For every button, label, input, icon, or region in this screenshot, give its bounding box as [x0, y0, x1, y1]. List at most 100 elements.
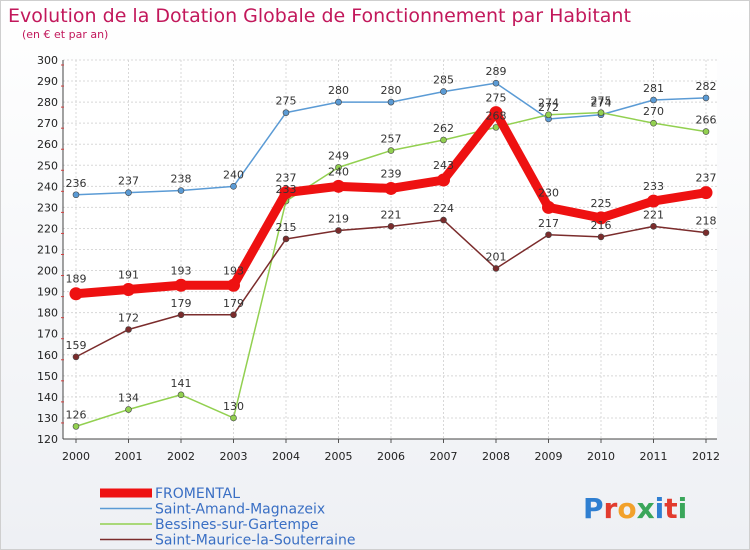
data-label-saint-amand-magnazeix: 274: [591, 97, 612, 110]
x-tick-label: 2008: [482, 450, 510, 463]
data-point-fromental: [332, 179, 345, 193]
data-label-saint-maurice-la-souterraine: 224: [433, 202, 454, 215]
legend-label: Bessines-sur-Gartempe: [155, 517, 319, 533]
data-point-bessines-sur-gartempe: [125, 406, 132, 413]
logo-letter: i: [678, 492, 688, 525]
data-point-saint-maurice-la-souterraine: [177, 311, 185, 319]
data-label-fromental: 240: [328, 165, 349, 178]
data-label-saint-amand-magnazeix: 272: [538, 101, 559, 114]
data-point-fromental: [69, 287, 83, 301]
data-point-saint-amand-magnazeix: [125, 189, 132, 196]
data-label-bessines-sur-gartempe: 270: [643, 105, 664, 118]
data-label-saint-maurice-la-souterraine: 159: [66, 339, 87, 352]
logo-letter: t: [664, 492, 677, 525]
data-point-saint-amand-magnazeix: [702, 94, 710, 102]
data-label-saint-maurice-la-souterraine: 217: [538, 217, 559, 230]
data-point-fromental: [647, 194, 660, 208]
data-point-saint-amand-magnazeix: [387, 98, 395, 106]
logo-letter: r: [604, 492, 618, 525]
data-label-saint-maurice-la-souterraine: 201: [486, 250, 507, 263]
data-point-saint-maurice-la-souterraine: [650, 223, 657, 230]
data-label-saint-amand-magnazeix: 289: [486, 65, 507, 78]
data-point-saint-amand-magnazeix: [335, 98, 342, 106]
data-point-saint-amand-magnazeix: [72, 191, 80, 199]
data-point-saint-maurice-la-souterraine: [72, 353, 80, 361]
data-point-bessines-sur-gartempe: [230, 414, 237, 422]
y-tick-label: 190: [37, 286, 58, 299]
data-point-bessines-sur-gartempe: [702, 128, 710, 135]
data-label-bessines-sur-gartempe: 262: [433, 122, 454, 135]
y-tick-label: 200: [37, 265, 58, 278]
data-point-fromental: [594, 211, 608, 225]
data-label-fromental: 243: [433, 159, 454, 172]
y-tick-label: 220: [37, 222, 58, 235]
data-point-fromental: [279, 186, 293, 200]
data-point-bessines-sur-gartempe: [492, 124, 500, 131]
x-tick-label: 2011: [640, 450, 668, 463]
x-tick-label: 2012: [692, 450, 720, 463]
y-tick-label: 270: [37, 117, 58, 130]
data-label-bessines-sur-gartempe: 130: [223, 400, 244, 413]
x-tick-label: 2010: [587, 450, 615, 463]
chart-subtitle: (en € et par an): [22, 28, 108, 41]
y-tick-label: 140: [37, 391, 58, 404]
data-point-saint-maurice-la-souterraine: [492, 265, 500, 272]
grid: [63, 59, 717, 440]
axes: 120 130 140 150 160 170 180 190 200 210 220 230 240 2…: [37, 54, 720, 463]
legend-label: FROMENTAL: [155, 486, 240, 502]
data-point-saint-amand-magnazeix: [177, 187, 185, 194]
data-label-bessines-sur-gartempe: 141: [171, 377, 192, 390]
logo-letter: o: [617, 492, 636, 525]
data-label-saint-maurice-la-souterraine: 179: [223, 297, 244, 310]
series-layer: [69, 79, 713, 430]
y-tick-label: 290: [37, 75, 58, 88]
logo-letter: P: [583, 492, 604, 525]
x-tick-label: 2003: [220, 450, 248, 463]
y-tick-label: 230: [37, 201, 58, 214]
x-tick-label: 2006: [377, 450, 405, 463]
data-label-saint-maurice-la-souterraine: 215: [276, 221, 297, 234]
data-point-fromental: [437, 173, 450, 187]
data-label-fromental: 237: [696, 172, 717, 185]
x-tick-label: 2004: [272, 450, 300, 463]
data-point-fromental: [542, 200, 555, 214]
data-label-saint-amand-magnazeix: 240: [223, 168, 244, 181]
logo-letter: x: [637, 492, 655, 525]
data-label-bessines-sur-gartempe: 275: [591, 95, 612, 108]
data-label-saint-amand-magnazeix: 281: [643, 82, 664, 95]
data-label-fromental: 233: [643, 180, 664, 193]
data-point-saint-maurice-la-souterraine: [597, 233, 605, 241]
data-label-bessines-sur-gartempe: 134: [118, 392, 139, 405]
chart-title: Evolution de la Dotation Globale de Fonc…: [8, 5, 631, 27]
data-point-saint-maurice-la-souterraine: [282, 235, 290, 243]
legend-label: Saint-Amand-Magnazeix: [155, 502, 325, 518]
y-tick-label: 210: [37, 244, 58, 257]
data-label-saint-amand-magnazeix: 238: [171, 173, 192, 186]
y-tick-label: 130: [37, 412, 58, 425]
data-point-saint-maurice-la-souterraine: [545, 231, 552, 239]
data-label-saint-amand-magnazeix: 275: [276, 95, 297, 108]
data-point-saint-amand-magnazeix: [492, 79, 500, 87]
data-label-saint-amand-magnazeix: 236: [66, 177, 87, 190]
y-tick-label: 250: [37, 159, 58, 172]
data-point-saint-maurice-la-souterraine: [702, 229, 710, 236]
logo-text: Proxiti: [583, 492, 687, 525]
data-label-bessines-sur-gartempe: 233: [276, 183, 297, 196]
data-label-fromental: 189: [66, 273, 87, 286]
y-tick-label: 180: [37, 307, 58, 320]
proxiti-logo: Proxiti: [583, 492, 687, 525]
y-tick-label: 170: [37, 328, 58, 341]
data-point-saint-amand-magnazeix: [230, 183, 237, 190]
data-label-fromental: 193: [171, 264, 192, 277]
data-point-saint-maurice-la-souterraine: [230, 311, 237, 319]
data-point-bessines-sur-gartempe: [597, 109, 605, 116]
data-point-saint-amand-magnazeix: [650, 96, 657, 104]
legend: FROMENTALSaint-Amand-MagnazeixBessines-s…: [100, 486, 355, 549]
data-label-bessines-sur-gartempe: 274: [538, 97, 559, 110]
y-tick-label: 300: [37, 54, 58, 67]
data-point-fromental: [174, 278, 188, 292]
data-label-bessines-sur-gartempe: 126: [66, 408, 87, 421]
x-tick-label: 2007: [430, 450, 458, 463]
data-label-saint-maurice-la-souterraine: 218: [696, 215, 717, 228]
